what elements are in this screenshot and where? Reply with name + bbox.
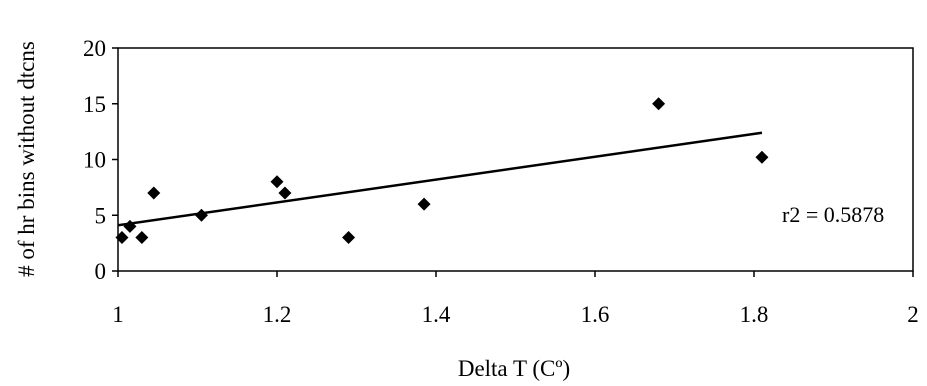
data-point — [270, 175, 284, 189]
data-point — [194, 208, 208, 222]
data-point — [115, 231, 129, 245]
data-point — [342, 231, 356, 245]
y-axis-ticks: 0 5 10 15 20 — [83, 36, 118, 284]
r-squared-annotation: r2 = 0.5878 — [782, 202, 884, 227]
y-tick-label: 5 — [95, 203, 107, 228]
y-axis-label: # of hr bins without dtcns — [14, 41, 39, 277]
y-tick-label: 10 — [83, 148, 106, 173]
data-point — [417, 197, 431, 211]
trendline-group — [117, 131, 763, 227]
data-point — [147, 186, 161, 200]
trendline — [117, 131, 763, 227]
x-tick-label: 1.6 — [581, 302, 610, 327]
y-tick-label: 0 — [95, 259, 107, 284]
data-point — [278, 186, 292, 200]
data-point — [652, 97, 666, 111]
data-point — [135, 231, 149, 245]
x-tick-label: 1.4 — [422, 302, 451, 327]
data-point — [755, 150, 769, 164]
x-tick-label: 1.8 — [740, 302, 769, 327]
x-axis-label: Delta T (Cº) — [458, 356, 570, 381]
y-tick-label: 15 — [83, 92, 106, 117]
data-point — [123, 219, 137, 233]
plot-frame — [117, 47, 914, 272]
x-tick-label: 2 — [907, 302, 919, 327]
x-axis-ticks: 1 1.2 1.4 1.6 1.8 2 — [112, 271, 919, 327]
data-points — [115, 97, 769, 245]
x-tick-label: 1.2 — [263, 302, 292, 327]
y-tick-label: 20 — [83, 36, 106, 61]
x-tick-label: 1 — [112, 302, 124, 327]
